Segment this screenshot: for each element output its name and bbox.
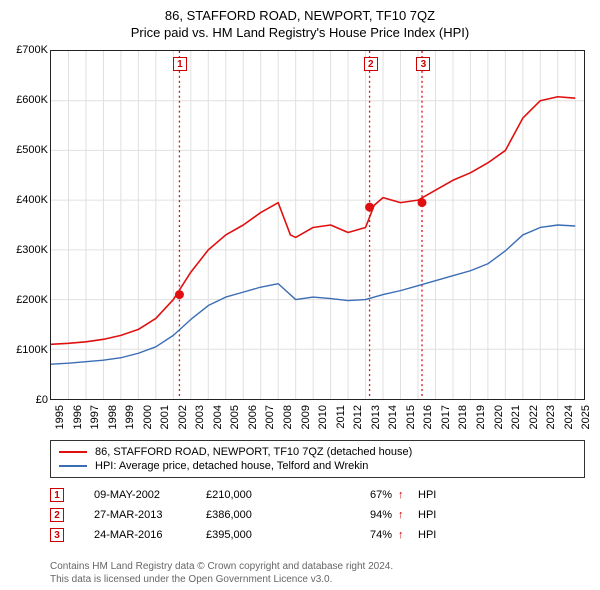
y-axis-label: £300K — [16, 244, 48, 256]
x-axis-label: 2010 — [317, 405, 329, 429]
x-axis-label: 2025 — [580, 405, 592, 429]
x-axis-label: 2024 — [563, 405, 575, 429]
y-axis-label: £700K — [16, 44, 48, 56]
event-price: £395,000 — [206, 529, 326, 541]
footer-line-2: This data is licensed under the Open Gov… — [50, 574, 585, 587]
event-pct: 67% — [332, 489, 392, 501]
y-axis-label: £0 — [36, 394, 48, 406]
x-axis-label: 2017 — [440, 405, 452, 429]
x-axis-label: 2018 — [457, 405, 469, 429]
event-date: 09-MAY-2002 — [70, 489, 200, 501]
event-date: 27-MAR-2013 — [70, 509, 200, 521]
event-number-badge: 2 — [50, 508, 64, 522]
x-axis-label: 2012 — [352, 405, 364, 429]
legend-swatch — [59, 465, 87, 467]
x-axis-label: 2001 — [159, 405, 171, 429]
event-table-row: 2 27-MAR-2013 £386,000 94% ↑ HPI — [50, 505, 585, 525]
y-axis-label: £600K — [16, 94, 48, 106]
event-suffix: HPI — [418, 509, 585, 521]
x-axis-label: 2021 — [510, 405, 522, 429]
footer-attribution: Contains HM Land Registry data © Crown c… — [50, 561, 585, 586]
x-axis-label: 2008 — [282, 405, 294, 429]
legend: 86, STAFFORD ROAD, NEWPORT, TF10 7QZ (de… — [50, 440, 585, 478]
x-axis-label: 2022 — [528, 405, 540, 429]
x-axis-label: 1998 — [107, 405, 119, 429]
chart-svg — [51, 51, 584, 399]
x-axis-label: 2003 — [194, 405, 206, 429]
x-axis-label: 2000 — [142, 405, 154, 429]
event-pct: 74% — [332, 529, 392, 541]
footer-line-1: Contains HM Land Registry data © Crown c… — [50, 561, 585, 574]
event-number-badge: 1 — [50, 488, 64, 502]
event-marker-badge: 2 — [364, 57, 378, 71]
x-axis-label: 1999 — [124, 405, 136, 429]
legend-label: 86, STAFFORD ROAD, NEWPORT, TF10 7QZ (de… — [95, 446, 412, 458]
y-axis-label: £100K — [16, 344, 48, 356]
event-marker-badge: 1 — [173, 57, 187, 71]
event-table-row: 1 09-MAY-2002 £210,000 67% ↑ HPI — [50, 485, 585, 505]
event-suffix: HPI — [418, 489, 585, 501]
x-axis-label: 2004 — [212, 405, 224, 429]
legend-item: 86, STAFFORD ROAD, NEWPORT, TF10 7QZ (de… — [59, 445, 576, 459]
x-axis-label: 1996 — [72, 405, 84, 429]
y-axis-label: £400K — [16, 194, 48, 206]
arrow-up-icon: ↑ — [398, 509, 412, 521]
x-axis-label: 2015 — [405, 405, 417, 429]
chart-title: 86, STAFFORD ROAD, NEWPORT, TF10 7QZ — [0, 0, 600, 23]
x-axis-label: 2014 — [387, 405, 399, 429]
arrow-up-icon: ↑ — [398, 489, 412, 501]
event-pct: 94% — [332, 509, 392, 521]
x-axis-label: 2002 — [177, 405, 189, 429]
x-axis-label: 2006 — [247, 405, 259, 429]
plot-area: 1 2 3 — [50, 50, 585, 400]
legend-item: HPI: Average price, detached house, Telf… — [59, 459, 576, 473]
x-axis-label: 2007 — [264, 405, 276, 429]
event-date: 24-MAR-2016 — [70, 529, 200, 541]
chart-container: 86, STAFFORD ROAD, NEWPORT, TF10 7QZ Pri… — [0, 0, 600, 590]
x-axis-label: 2009 — [300, 405, 312, 429]
chart-subtitle: Price paid vs. HM Land Registry's House … — [0, 23, 600, 44]
x-axis-label: 2020 — [493, 405, 505, 429]
x-axis-label: 1995 — [54, 405, 66, 429]
event-price: £210,000 — [206, 489, 326, 501]
event-table-row: 3 24-MAR-2016 £395,000 74% ↑ HPI — [50, 525, 585, 545]
event-marker-badge: 3 — [416, 57, 430, 71]
x-axis-label: 2013 — [370, 405, 382, 429]
x-axis-label: 2019 — [475, 405, 487, 429]
event-number-badge: 3 — [50, 528, 64, 542]
events-table: 1 09-MAY-2002 £210,000 67% ↑ HPI 2 27-MAR-2013 £… — [50, 485, 585, 545]
event-price: £386,000 — [206, 509, 326, 521]
legend-swatch — [59, 451, 87, 453]
y-axis-label: £200K — [16, 294, 48, 306]
event-suffix: HPI — [418, 529, 585, 541]
x-axis-label: 2011 — [335, 405, 347, 429]
arrow-up-icon: ↑ — [398, 529, 412, 541]
x-axis-label: 2016 — [422, 405, 434, 429]
x-axis-label: 2005 — [229, 405, 241, 429]
x-axis-label: 2023 — [545, 405, 557, 429]
x-axis-label: 1997 — [89, 405, 101, 429]
y-axis-label: £500K — [16, 144, 48, 156]
legend-label: HPI: Average price, detached house, Telf… — [95, 460, 368, 472]
